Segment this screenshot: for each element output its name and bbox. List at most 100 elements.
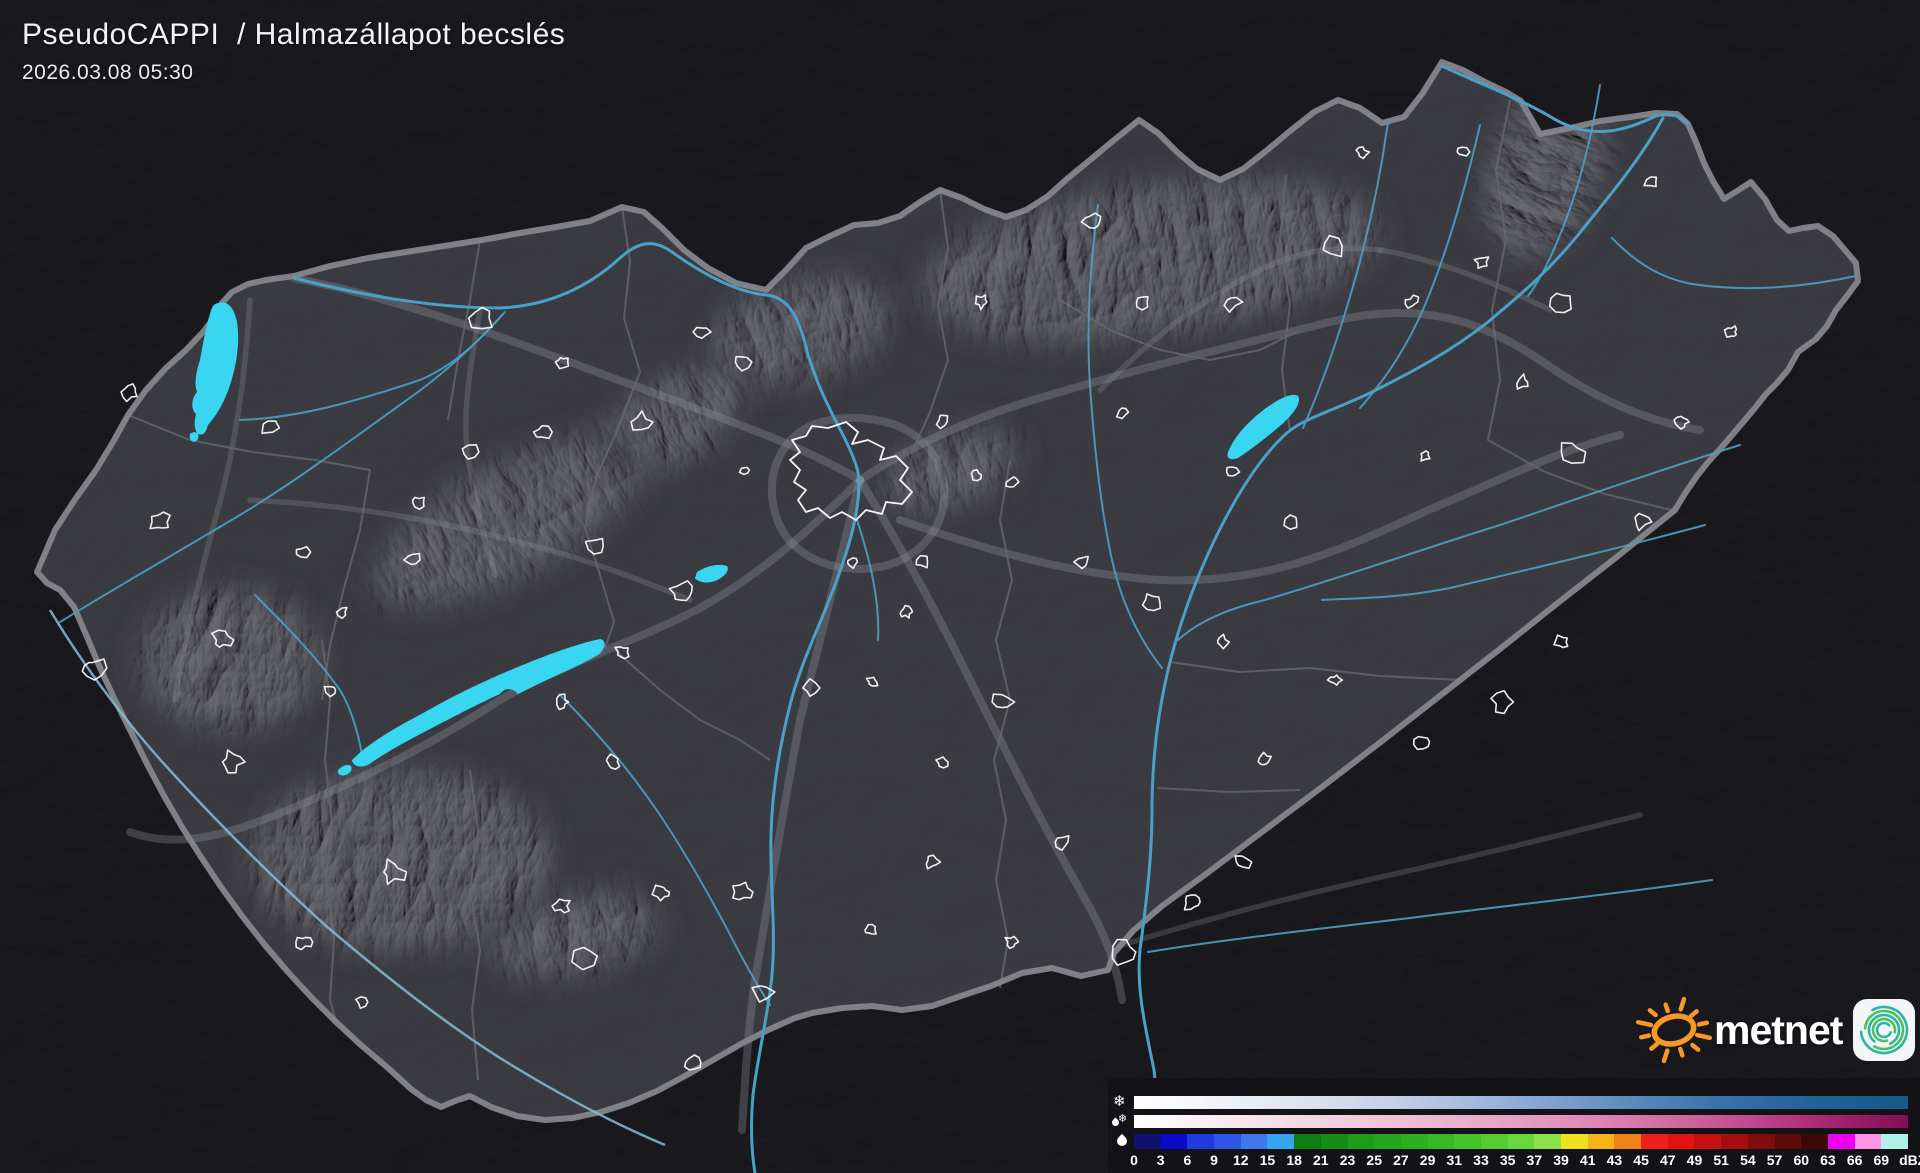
river xyxy=(1321,524,1706,601)
rain-scale-segment xyxy=(1801,1134,1828,1149)
legend-tick: 66 xyxy=(1846,1152,1863,1168)
lake xyxy=(352,639,605,767)
rain-scale-segment xyxy=(1747,1134,1775,1149)
legend-tick: 21 xyxy=(1313,1152,1329,1168)
road xyxy=(172,297,253,703)
raindrop-icon xyxy=(1112,1132,1132,1149)
county-border xyxy=(1169,661,1461,681)
river xyxy=(239,314,503,421)
rain-scale-segment xyxy=(1160,1134,1188,1149)
lake xyxy=(192,302,239,435)
city-outline xyxy=(970,468,983,482)
rain-scale-segment xyxy=(1240,1134,1268,1149)
city-outline xyxy=(614,646,630,660)
country-border xyxy=(34,59,1861,1123)
rain-scale-segment xyxy=(1641,1134,1668,1149)
city-outline xyxy=(1135,295,1149,311)
river-drava xyxy=(48,609,666,1147)
legend-tick: 39 xyxy=(1553,1152,1569,1168)
county-border xyxy=(321,469,371,701)
city-outline xyxy=(865,676,879,687)
rain-scale-bar xyxy=(1134,1134,1908,1149)
city-outline xyxy=(1073,555,1089,570)
city-outline xyxy=(261,420,281,435)
legend-tick: 25 xyxy=(1366,1152,1382,1168)
city-outline xyxy=(81,658,108,681)
legend-tick: 35 xyxy=(1499,1152,1516,1168)
county-border xyxy=(614,649,771,761)
road xyxy=(1097,245,1383,393)
city-outline xyxy=(1141,593,1162,612)
road xyxy=(767,413,949,573)
road xyxy=(856,309,1704,484)
river xyxy=(1087,204,1163,669)
lake xyxy=(189,432,199,442)
legend-row-snow: ❄ xyxy=(1112,1094,1920,1109)
page-title: PseudoCAPPI / Halmazállapot becslés xyxy=(22,18,566,51)
city-outline xyxy=(211,629,235,648)
sleet-scale-bar xyxy=(1134,1115,1908,1128)
legend-tick: 69 xyxy=(1873,1152,1890,1168)
city-outline xyxy=(935,756,949,769)
legend-unit: dBZ xyxy=(1899,1152,1920,1168)
legend-tick: 15 xyxy=(1259,1152,1276,1168)
rain-scale-segment xyxy=(1667,1134,1695,1149)
county-border xyxy=(469,769,481,1081)
county-borders xyxy=(127,99,1677,1081)
rain-scale-segment xyxy=(1614,1134,1642,1149)
city-outline xyxy=(1283,514,1298,530)
legend-tick: 63 xyxy=(1820,1152,1836,1168)
city-outline xyxy=(1634,512,1653,532)
river xyxy=(1137,116,1665,1173)
rain-scale-segment xyxy=(1854,1134,1882,1149)
city-outline xyxy=(683,1054,702,1071)
county-border xyxy=(1487,99,1677,512)
legend-tick: 60 xyxy=(1793,1152,1810,1168)
rain-scale-segment xyxy=(1454,1134,1481,1149)
lake xyxy=(695,564,728,583)
city-outline xyxy=(751,985,776,1003)
legend-tick-labels: 0 3 6 9 12 15 18 21 23 25 27 29 31 33 35 37 39 41 43 45 47 49… xyxy=(1130,1152,1920,1170)
rain-scale-segment xyxy=(1427,1134,1455,1149)
city-outline xyxy=(991,693,1016,709)
city-outline xyxy=(732,881,754,901)
legend-tick: 18 xyxy=(1286,1152,1302,1168)
legend-tick: 0 xyxy=(1130,1152,1138,1168)
city-outline xyxy=(1115,407,1130,420)
metnet-logo-text: metnet xyxy=(1714,1006,1843,1053)
county-border xyxy=(447,239,481,421)
city-outline xyxy=(221,749,246,774)
rain-scale-segment xyxy=(1214,1134,1241,1149)
legend-tick: 47 xyxy=(1659,1152,1676,1168)
river xyxy=(1147,879,1713,953)
legend-tick: 45 xyxy=(1633,1152,1649,1168)
river xyxy=(1177,444,1741,641)
city-outline xyxy=(1054,835,1070,851)
city-outline xyxy=(295,545,312,559)
city-outline xyxy=(120,383,138,403)
rain-scale-segment xyxy=(1774,1134,1802,1149)
legend-tick: 33 xyxy=(1473,1152,1489,1168)
rain-scale-segment xyxy=(1721,1134,1748,1149)
city-outline xyxy=(1216,633,1231,650)
city-outline xyxy=(149,511,171,530)
road xyxy=(126,476,864,844)
city-outline xyxy=(295,936,314,951)
city-outline xyxy=(802,677,821,697)
city-outline xyxy=(1183,894,1201,911)
rain-scale-segment xyxy=(1347,1134,1375,1149)
rain-scale-segment xyxy=(1480,1134,1508,1149)
city-outline xyxy=(1643,176,1658,188)
road xyxy=(290,274,864,484)
city-outline xyxy=(1560,442,1587,464)
city-outline xyxy=(1223,296,1244,313)
city-outline xyxy=(1516,373,1529,390)
rain-scale-segment xyxy=(1374,1134,1401,1149)
city-outline xyxy=(411,496,425,510)
rain-scale-segment xyxy=(1320,1134,1348,1149)
city-outline xyxy=(974,294,988,311)
legend-tick: 49 xyxy=(1686,1152,1703,1168)
city-outline xyxy=(630,410,654,431)
